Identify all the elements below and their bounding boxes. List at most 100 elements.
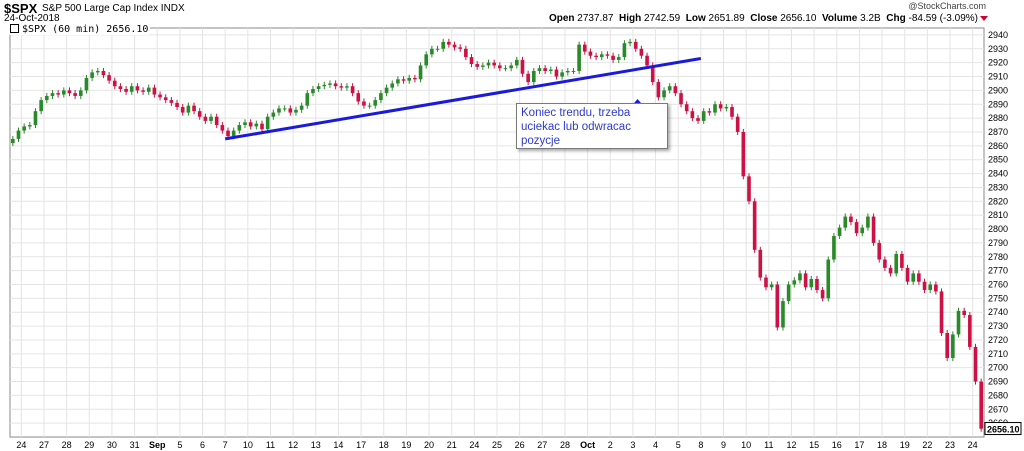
candle-body	[28, 125, 32, 127]
candle-body	[548, 69, 553, 71]
candle-body	[956, 310, 961, 335]
candle-body	[78, 90, 83, 96]
candle-body	[424, 54, 429, 66]
candle-body	[430, 48, 434, 55]
candle-body	[441, 41, 446, 49]
y-tick-label: 2690	[988, 377, 1008, 387]
y-tick-label: 2730	[988, 321, 1008, 331]
x-tick-label: 19	[401, 440, 411, 450]
candle-body	[894, 253, 899, 274]
x-tick-label: 7	[223, 440, 228, 450]
y-tick-label: 2930	[988, 44, 1008, 54]
candle-body	[254, 123, 259, 127]
candle-body	[679, 93, 683, 105]
last-price-box	[984, 422, 1022, 436]
x-tick-label: 24	[469, 440, 479, 450]
candle-body	[735, 116, 740, 132]
candle-body	[577, 44, 581, 71]
candle-body	[481, 65, 485, 67]
candle-body	[713, 104, 717, 113]
candle-body	[571, 70, 576, 72]
candle-body	[311, 89, 315, 94]
x-tick-label: 21	[447, 440, 457, 450]
candle-body	[509, 65, 513, 69]
candle-body	[367, 105, 372, 107]
exchange-text: INDX	[160, 3, 185, 14]
y-tick-label: 2840	[988, 169, 1008, 179]
candle-body	[764, 277, 768, 288]
x-tick-label: 15	[809, 440, 819, 450]
candle-body	[832, 235, 836, 260]
x-tick-label: 8	[698, 440, 703, 450]
candle-body	[452, 44, 457, 48]
candle-body	[396, 79, 400, 84]
trend-annotation: Koniec trendu, trzeba uciekac lub odwrac…	[516, 103, 668, 149]
open-label: Open	[548, 13, 575, 24]
candle-body	[854, 222, 859, 234]
x-tick-label: 16	[832, 440, 842, 450]
candle-body	[917, 273, 921, 282]
candle-body	[277, 108, 281, 113]
volume-label: Volume	[821, 13, 858, 24]
candle-body	[135, 86, 140, 91]
candle-body	[979, 381, 983, 429]
y-tick-label: 2820	[988, 196, 1008, 206]
candle-body	[543, 68, 547, 71]
candle-body	[877, 242, 882, 260]
x-tick-label: Sep	[149, 440, 166, 450]
candle-body	[758, 249, 763, 278]
trend-line	[224, 57, 702, 141]
candle-body	[730, 107, 734, 117]
candle-body	[373, 100, 378, 106]
candle-body	[849, 216, 853, 223]
y-tick-label: 2680	[988, 390, 1008, 400]
candle-body	[781, 301, 785, 328]
x-tick-label: 5	[177, 440, 182, 450]
candle-body	[152, 87, 157, 95]
candle-body	[169, 100, 174, 103]
y-tick-label: 2880	[988, 113, 1008, 123]
candle-legend-icon	[10, 24, 19, 33]
candle-body	[413, 77, 417, 80]
candle-body	[656, 82, 661, 98]
candle-body	[945, 333, 950, 358]
candle-body	[118, 86, 123, 90]
candle-body	[39, 100, 43, 112]
chart-header: $SPX S&P 500 Large Cap Index INDX 24-Oct…	[0, 0, 1024, 34]
y-tick-label: 2700	[988, 363, 1008, 373]
close-label: Close	[750, 13, 778, 24]
high-value: 2742.59	[644, 13, 681, 24]
candle-body	[271, 112, 276, 117]
y-tick-label: 2940	[988, 30, 1008, 40]
candle-body	[16, 130, 21, 139]
symbol-description: S&P 500 Large Cap Index INDX	[42, 3, 185, 14]
symbol: $SPX	[4, 1, 38, 16]
candle-body	[464, 48, 468, 58]
x-tick-label: 22	[922, 440, 932, 450]
description-text: S&P 500 Large Cap Index	[42, 3, 159, 14]
candle-body	[554, 69, 559, 77]
candle-body	[163, 97, 168, 101]
candle-body	[667, 86, 672, 91]
candle-body	[837, 227, 842, 236]
candle-body	[718, 104, 723, 109]
chg-value: -84.59 (-3.09%)	[908, 13, 978, 24]
y-tick-label: 2890	[988, 99, 1008, 109]
candle-body	[860, 227, 865, 234]
candle-body	[888, 267, 893, 274]
candle-body	[866, 216, 870, 228]
candle-body	[418, 65, 423, 80]
candle-body	[520, 59, 525, 74]
candle-body	[435, 48, 440, 50]
x-tick-label: Oct	[580, 440, 595, 450]
x-tick-label: 29	[84, 440, 94, 450]
candle-body	[724, 107, 729, 109]
candle-body	[175, 102, 179, 108]
candle-body	[214, 116, 219, 126]
candle-body	[645, 55, 649, 66]
low-label: Low	[685, 13, 706, 24]
y-tick-label: 2770	[988, 266, 1008, 276]
candle-body	[129, 86, 134, 92]
x-tick-label: 24	[16, 440, 26, 450]
